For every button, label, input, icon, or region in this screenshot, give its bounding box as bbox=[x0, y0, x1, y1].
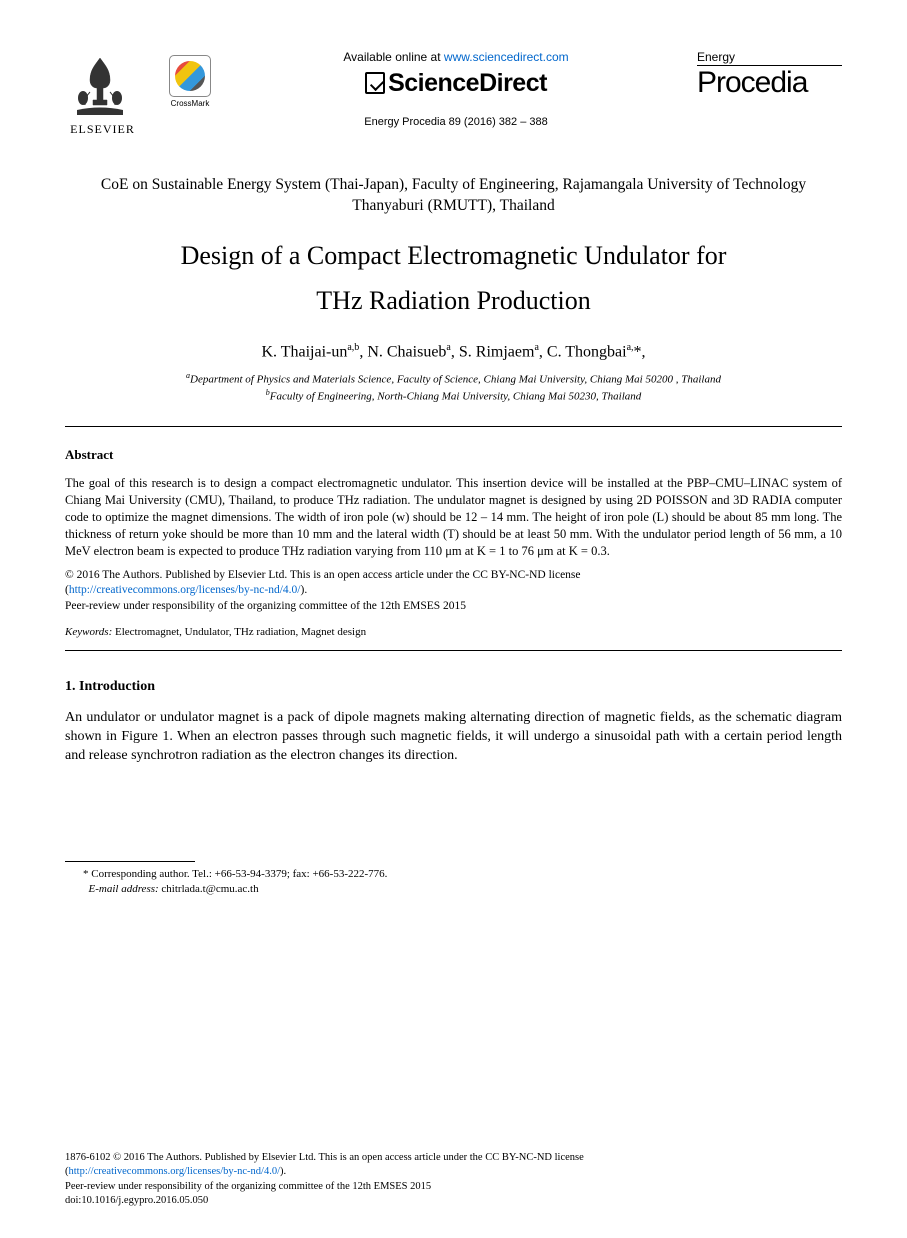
header-row: ELSEVIER CrossMark Available online at w… bbox=[65, 50, 842, 137]
article-title: Design of a Compact Electromagnetic Undu… bbox=[65, 233, 842, 324]
crossmark-icon bbox=[169, 55, 211, 97]
license-link-2[interactable]: http://creativecommons.org/licenses/by-n… bbox=[69, 1166, 281, 1177]
journal-box: Energy Procedia bbox=[697, 50, 842, 100]
footer-issn: 1876-6102 © 2016 The Authors. Published … bbox=[65, 1152, 584, 1163]
author-1-sup: a,b bbox=[347, 342, 359, 353]
elsevier-tree-icon bbox=[65, 50, 135, 120]
abstract-heading: Abstract bbox=[65, 447, 842, 463]
divider-1 bbox=[65, 426, 842, 427]
license-link-1[interactable]: http://creativecommons.org/licenses/by-n… bbox=[69, 584, 301, 596]
energy-label: Energy bbox=[697, 50, 842, 64]
conference-info: CoE on Sustainable Energy System (Thai-J… bbox=[65, 175, 842, 217]
peer-review-1: Peer-review under responsibility of the … bbox=[65, 600, 466, 612]
author-2-sup: a bbox=[446, 342, 450, 353]
center-header: Available online at www.sciencedirect.co… bbox=[215, 50, 697, 128]
sciencedirect-url[interactable]: www.sciencedirect.com bbox=[444, 50, 569, 64]
elsevier-text: ELSEVIER bbox=[65, 122, 140, 137]
corr-author: * Corresponding author. Tel.: +66-53-94-… bbox=[83, 868, 387, 880]
procedia-label: Procedia bbox=[697, 65, 842, 100]
affiliation-b: Faculty of Engineering, North-Chiang Mai… bbox=[270, 390, 642, 402]
journal-citation: Energy Procedia 89 (2016) 382 – 388 bbox=[225, 116, 687, 128]
title-line2: THz Radiation Production bbox=[316, 286, 590, 315]
page-footer: 1876-6102 © 2016 The Authors. Published … bbox=[65, 1151, 842, 1208]
author-3: S. Rimjaem bbox=[459, 343, 535, 360]
title-line1: Design of a Compact Electromagnetic Undu… bbox=[181, 241, 727, 270]
keywords-text: Electromagnet, Undulator, THz radiation,… bbox=[112, 626, 366, 638]
author-4-sup: a, bbox=[627, 342, 634, 353]
available-online: Available online at www.sciencedirect.co… bbox=[225, 50, 687, 64]
copyright-block-1: © 2016 The Authors. Published by Elsevie… bbox=[65, 568, 842, 615]
authors-line: K. Thaijai-una,b, N. Chaisueba, S. Rimja… bbox=[65, 342, 842, 361]
sciencedirect-icon bbox=[365, 72, 385, 94]
abstract-body: The goal of this research is to design a… bbox=[65, 475, 842, 559]
copyright-line1: © 2016 The Authors. Published by Elsevie… bbox=[65, 569, 581, 581]
crossmark-label: CrossMark bbox=[165, 99, 215, 108]
corresponding-footnote: * Corresponding author. Tel.: +66-53-94-… bbox=[65, 867, 842, 898]
affiliation-a: Department of Physics and Materials Scie… bbox=[190, 374, 721, 386]
crossmark-logo[interactable]: CrossMark bbox=[165, 55, 215, 108]
elsevier-logo: ELSEVIER bbox=[65, 50, 140, 137]
author-1: K. Thaijai-un bbox=[261, 343, 347, 360]
peer-review-2: Peer-review under responsibility of the … bbox=[65, 1181, 431, 1192]
author-2: N. Chaisueb bbox=[367, 343, 446, 360]
section-1-heading: 1. Introduction bbox=[65, 679, 842, 695]
divider-2 bbox=[65, 650, 842, 651]
available-text: Available online at bbox=[343, 50, 444, 64]
doi: doi:10.1016/j.egypro.2016.05.050 bbox=[65, 1195, 208, 1206]
footnote-rule bbox=[65, 861, 195, 862]
sciencedirect-text: ScienceDirect bbox=[388, 69, 547, 97]
keywords-line: Keywords: Electromagnet, Undulator, THz … bbox=[65, 626, 842, 638]
email-label: E-mail address: bbox=[89, 883, 159, 895]
intro-paragraph: An undulator or undulator magnet is a pa… bbox=[65, 709, 842, 766]
author-3-sup: a bbox=[534, 342, 538, 353]
author-4: C. Thongbai bbox=[547, 343, 627, 360]
sciencedirect-logo: ScienceDirect bbox=[225, 69, 687, 98]
affiliations: aDepartment of Physics and Materials Sci… bbox=[65, 371, 842, 404]
left-logos: ELSEVIER CrossMark bbox=[65, 50, 215, 137]
keywords-label: Keywords: bbox=[65, 626, 112, 638]
corr-email: chitrlada.t@cmu.ac.th bbox=[159, 883, 259, 895]
author-4-mark: *, bbox=[634, 343, 646, 360]
